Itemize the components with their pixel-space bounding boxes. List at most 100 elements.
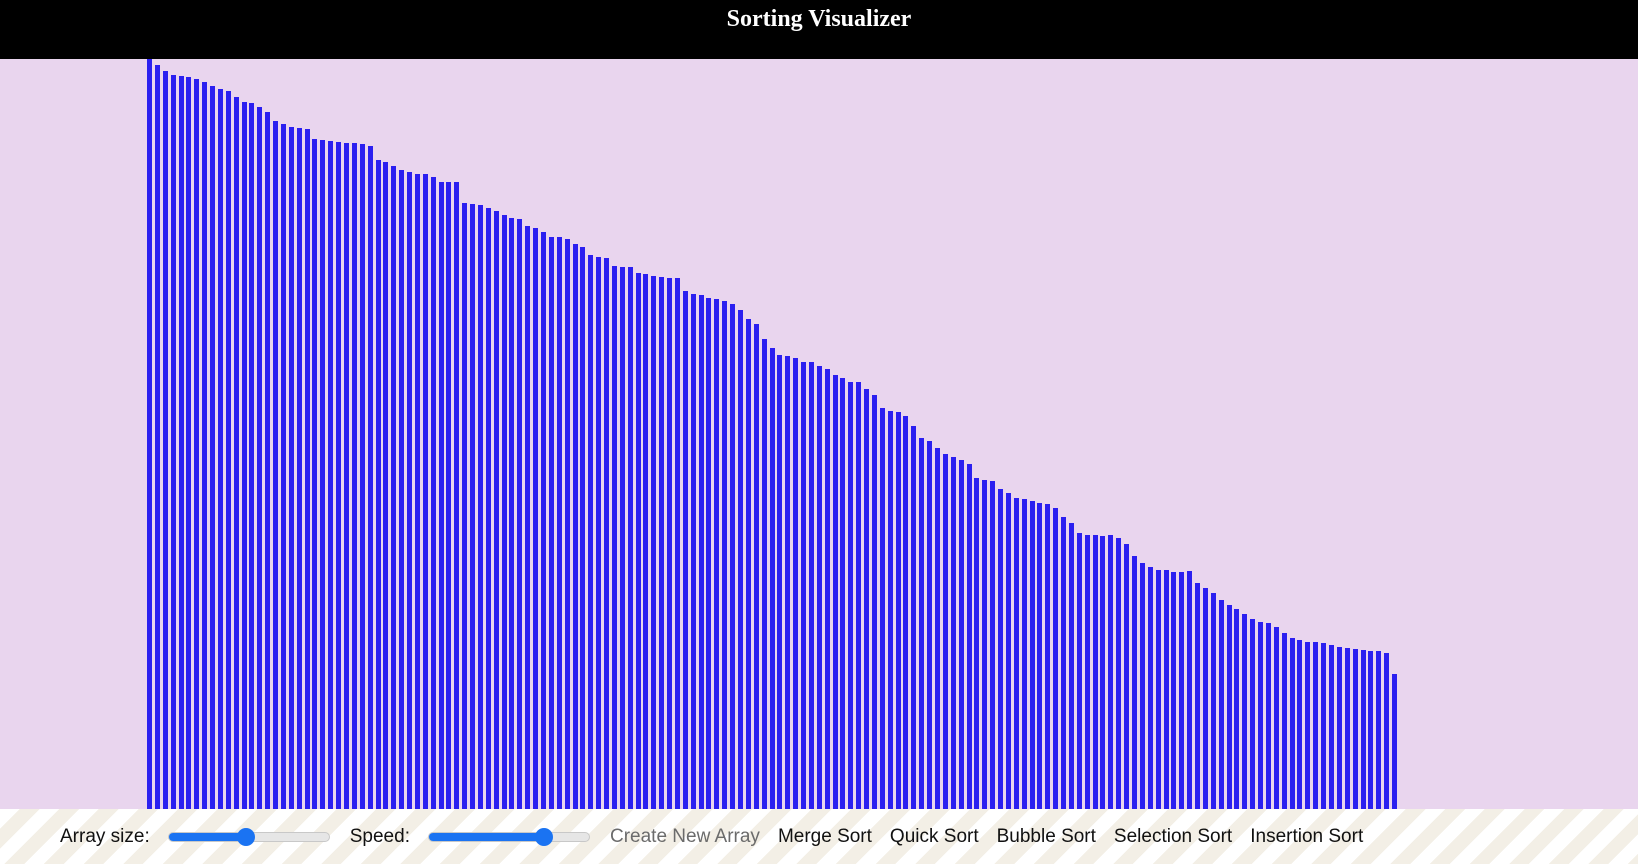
array-bar <box>1289 638 1295 809</box>
insertion-sort-button[interactable]: Insertion Sort <box>1250 825 1364 847</box>
array-bar <box>604 258 610 809</box>
array-bar <box>1234 609 1240 809</box>
array-bar <box>793 358 799 809</box>
array-bar <box>407 172 413 809</box>
array-bar <box>414 174 420 809</box>
array-bar <box>1053 508 1059 809</box>
merge-sort-button[interactable]: Merge Sort <box>777 825 872 847</box>
array-bar <box>950 457 956 809</box>
array-bar <box>312 139 318 809</box>
array-size-slider[interactable] <box>167 827 330 846</box>
array-bar <box>202 82 208 809</box>
array-bar <box>328 141 334 809</box>
create-new-array-button[interactable]: Create New Array <box>609 825 760 847</box>
array-bar <box>738 310 743 809</box>
array-bar <box>548 237 554 809</box>
array-bar <box>1352 649 1358 809</box>
array-bar <box>485 208 491 809</box>
array-bar <box>674 278 680 809</box>
array-bar <box>1076 533 1082 809</box>
array-bar <box>367 146 373 809</box>
array-bar <box>1005 493 1011 809</box>
array-bar <box>1250 619 1256 809</box>
bubble-sort-button[interactable]: Bubble Sort <box>996 825 1096 847</box>
array-bar <box>635 273 641 809</box>
array-bar <box>777 355 783 809</box>
array-bar <box>1187 571 1193 809</box>
array-bar <box>659 277 665 809</box>
array-bar <box>1147 567 1153 809</box>
array-bar <box>808 362 814 809</box>
array-bar <box>288 127 294 809</box>
array-bar <box>509 218 515 809</box>
array-bar <box>493 211 499 809</box>
array-bar <box>344 143 349 809</box>
array-bar <box>383 162 389 809</box>
array-bar <box>990 481 996 809</box>
array-bar <box>1061 517 1067 809</box>
array-bar <box>194 79 200 809</box>
array-bar <box>785 356 791 809</box>
array-bar <box>186 77 192 809</box>
array-bar <box>698 295 704 809</box>
array-bar <box>895 412 901 809</box>
page-title: Sorting Visualizer <box>726 6 912 32</box>
array-bar <box>210 86 216 809</box>
array-bar <box>1384 653 1390 809</box>
array-bar <box>1273 627 1279 809</box>
array-bar <box>903 416 909 809</box>
array-bar <box>1376 651 1382 809</box>
array-bar <box>619 267 625 809</box>
array-bar <box>1013 498 1019 809</box>
array-bar <box>351 143 357 809</box>
array-bar <box>856 382 862 809</box>
array-bar <box>1360 650 1366 809</box>
array-bar <box>1084 535 1090 809</box>
control-bar: Array size: Speed: Create New Array Merg… <box>0 809 1638 864</box>
array-bar <box>1021 499 1027 809</box>
array-bar <box>1218 600 1224 809</box>
array-bar <box>580 247 586 809</box>
array-bar <box>879 408 885 809</box>
array-bar <box>1155 570 1161 809</box>
array-bar <box>438 182 444 809</box>
array-bar <box>588 255 594 809</box>
array-bar <box>1202 588 1208 809</box>
array-bar <box>927 441 933 809</box>
selection-sort-button[interactable]: Selection Sort <box>1113 825 1233 847</box>
array-bar <box>477 205 483 809</box>
array-bar <box>935 448 940 809</box>
array-bar <box>162 71 168 809</box>
array-bar <box>572 244 578 809</box>
array-bar <box>974 478 980 809</box>
speed-slider[interactable] <box>427 827 590 846</box>
array-bar <box>942 454 948 809</box>
array-bar <box>1116 538 1122 809</box>
array-bar <box>887 411 893 809</box>
array-bar <box>1108 535 1114 809</box>
array-bar <box>430 177 436 809</box>
speed-label: Speed: <box>349 825 410 847</box>
array-bar <box>1258 622 1264 809</box>
array-bar <box>840 378 846 809</box>
array-bar <box>170 75 176 809</box>
speed-slider-thumb[interactable] <box>535 827 554 846</box>
array-bar <box>1171 572 1177 809</box>
array-bar <box>919 438 925 809</box>
array-bar <box>627 267 633 809</box>
array-bar <box>462 203 468 809</box>
array-bar <box>643 274 649 809</box>
array-bar <box>359 144 365 809</box>
array-bar <box>217 89 223 809</box>
array-bar <box>233 97 239 809</box>
array-bar <box>1132 556 1137 809</box>
array-bar <box>1100 536 1106 809</box>
array-bar <box>1092 535 1098 809</box>
array-size-label: Array size: <box>60 825 150 847</box>
array-size-slider-thumb[interactable] <box>236 827 255 846</box>
array-bar <box>651 276 657 809</box>
array-bar <box>753 324 759 809</box>
array-bar <box>517 219 523 809</box>
array-bar <box>682 291 688 809</box>
quick-sort-button[interactable]: Quick Sort <box>889 825 979 847</box>
